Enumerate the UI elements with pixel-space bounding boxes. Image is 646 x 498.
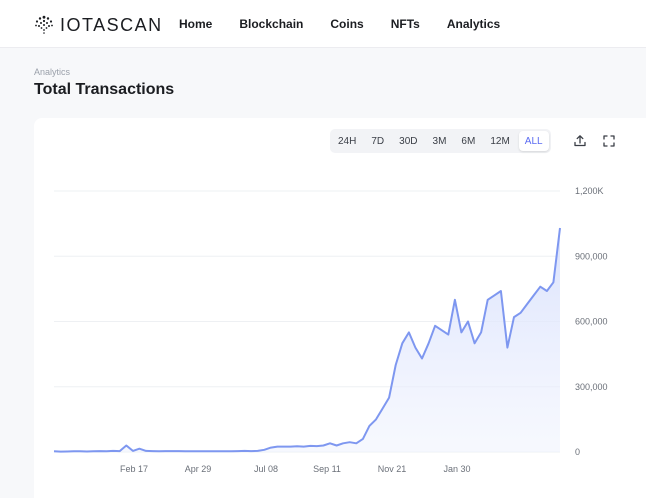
nav-coins[interactable]: Coins [330, 17, 364, 31]
x-tick-label: Nov 21 [378, 464, 407, 474]
range-30d-button[interactable]: 30D [399, 135, 418, 147]
breadcrumb[interactable]: Analytics [34, 67, 71, 77]
range-12m-button[interactable]: 12M [490, 135, 510, 147]
x-tick-label: Feb 17 [120, 464, 148, 474]
transactions-chart[interactable]: 0 300,000 600,000 900,000 1,200K Feb 17 Apr 2… [34, 118, 646, 498]
range-3m-button[interactable]: 3M [432, 135, 447, 147]
range-24h-button[interactable]: 24H [338, 135, 357, 147]
area-mark [54, 228, 560, 452]
x-axis-ticks: Feb 17 Apr 29 Jul 08 Sep 11 Nov 21 Jan 30 [120, 464, 471, 474]
nav-nfts[interactable]: NFTs [390, 17, 420, 31]
nav-analytics[interactable]: Analytics [446, 17, 501, 31]
y-tick-label: 0 [575, 447, 580, 457]
logo[interactable]: IOTASCAN [34, 15, 163, 35]
iota-logo-icon [35, 15, 53, 34]
y-axis-ticks: 0 300,000 600,000 900,000 1,200K [575, 186, 608, 457]
page-title: Total Transactions [34, 81, 175, 98]
time-range-selector: 24H 7D 30D 3M 6M 12M ALL [330, 129, 551, 153]
y-tick-label: 600,000 [575, 317, 608, 327]
fullscreen-icon[interactable] [602, 134, 616, 148]
nav-home[interactable]: Home [179, 17, 213, 31]
y-tick-label: 300,000 [575, 382, 608, 392]
x-tick-label: Jul 08 [254, 464, 278, 474]
logo-text: IOTASCAN [60, 14, 163, 35]
range-7d-button[interactable]: 7D [371, 135, 385, 147]
range-6m-button[interactable]: 6M [461, 135, 476, 147]
nav-blockchain[interactable]: Blockchain [239, 17, 304, 31]
range-all-button[interactable]: ALL [518, 131, 549, 151]
x-tick-label: Jan 30 [443, 464, 470, 474]
area-fill [54, 228, 560, 452]
y-tick-label: 900,000 [575, 251, 608, 261]
x-tick-label: Apr 29 [185, 464, 212, 474]
download-icon[interactable] [573, 134, 587, 148]
y-tick-label: 1,200K [575, 186, 604, 196]
series-line [53, 227, 561, 453]
x-tick-label: Sep 11 [313, 464, 341, 474]
chart-card: 24H 7D 30D 3M 6M 12M ALL 0 300,000 600,000… [34, 118, 646, 498]
series-line-path [53, 227, 561, 453]
top-navbar: IOTASCAN Home Blockchain Coins NFTs Anal… [0, 0, 646, 48]
main-nav: Home Blockchain Coins NFTs Analytics [179, 17, 500, 31]
